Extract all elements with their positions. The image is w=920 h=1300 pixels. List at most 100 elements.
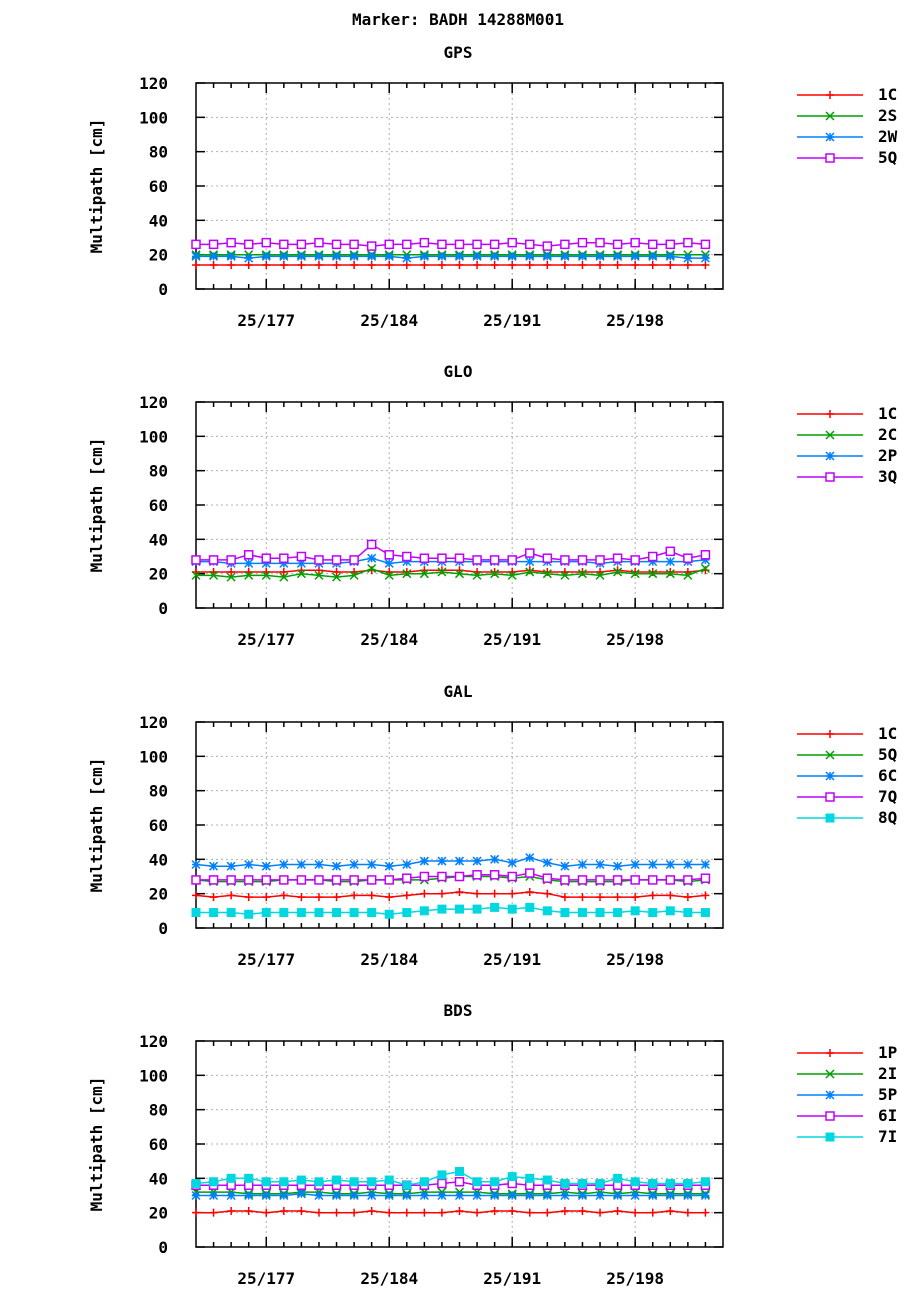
data-point (507, 904, 517, 914)
legend-label: 2S (878, 106, 897, 125)
y-tick-label: 60 (149, 816, 168, 835)
y-tick-label: 100 (139, 427, 168, 446)
data-point (279, 859, 289, 870)
legend-entry: 7Q (797, 787, 897, 806)
data-point (244, 1206, 253, 1215)
data-point (648, 557, 658, 567)
plot-frame (195, 401, 724, 609)
data-point (700, 859, 710, 870)
data-point (226, 875, 236, 885)
legend-label: 7Q (878, 787, 897, 806)
legend-marker (825, 1132, 835, 1142)
data-point (560, 861, 570, 871)
y-tick-label: 40 (149, 211, 168, 230)
data-point (262, 1208, 271, 1217)
data-point (314, 893, 323, 902)
data-point (577, 1190, 587, 1201)
data-point (648, 1208, 657, 1217)
data-point (701, 891, 710, 900)
data-point (560, 893, 569, 902)
data-point (701, 1208, 710, 1217)
data-point (349, 1190, 359, 1201)
legend-entry: 8Q (797, 808, 897, 827)
plot-frame (195, 721, 724, 929)
data-point (472, 856, 482, 866)
data-point (560, 908, 570, 918)
data-point (577, 1178, 587, 1188)
x-tick-label: 25/184 (360, 311, 418, 330)
data-point (631, 1208, 640, 1217)
y-tick-label: 0 (158, 1238, 168, 1257)
legend-marker (825, 750, 835, 760)
data-point (384, 909, 394, 919)
legend-entry: 6C (797, 766, 897, 785)
y-tick-label: 60 (149, 1135, 168, 1154)
data-point (508, 260, 517, 269)
data-point (437, 566, 446, 575)
data-point (297, 260, 306, 269)
data-point (455, 904, 464, 914)
data-point (279, 891, 288, 900)
data-point (208, 875, 219, 885)
data-point (419, 1190, 429, 1201)
data-point (227, 891, 236, 900)
legend-marker (825, 430, 835, 440)
data-point (314, 1177, 324, 1187)
data-point (596, 260, 605, 269)
data-point (454, 871, 465, 882)
data-point (700, 873, 711, 883)
data-point (367, 859, 377, 870)
data-point (279, 1190, 289, 1201)
data-point (455, 260, 464, 269)
series-1c (192, 887, 710, 902)
legend-label: 2C (878, 425, 897, 444)
data-point (700, 1190, 710, 1201)
data-point (226, 1190, 236, 1201)
x-tick-label: 25/184 (360, 630, 418, 649)
data-point (402, 557, 412, 567)
data-point (261, 570, 271, 580)
data-point (543, 260, 552, 269)
data-point (226, 861, 236, 871)
data-point (209, 1208, 218, 1217)
data-point (192, 1208, 200, 1217)
data-point (314, 566, 323, 575)
data-point (577, 251, 587, 261)
data-point (542, 1175, 552, 1185)
data-point (665, 875, 676, 885)
data-point (349, 251, 359, 261)
data-point (350, 260, 359, 269)
data-point (349, 859, 359, 870)
data-point (227, 1206, 236, 1215)
data-point (630, 569, 640, 579)
data-point (472, 570, 482, 580)
data-point (630, 906, 640, 916)
legend-label: 8Q (878, 808, 897, 827)
data-point (525, 251, 535, 261)
data-point (208, 239, 219, 250)
data-point (261, 237, 272, 248)
data-point (454, 1177, 465, 1187)
data-point (244, 570, 254, 580)
data-point (209, 893, 218, 902)
data-point (314, 875, 324, 885)
data-point (595, 555, 605, 565)
data-point (332, 1190, 342, 1201)
y-tick-label: 20 (149, 565, 168, 584)
data-point (384, 570, 394, 580)
legend-entry: 7I (797, 1127, 897, 1146)
data-point (437, 239, 447, 250)
series-8q (191, 902, 710, 919)
y-tick-label: 20 (149, 1204, 168, 1223)
data-point (525, 567, 535, 577)
data-point (209, 908, 219, 918)
data-point (209, 1190, 219, 1201)
data-point (191, 1190, 201, 1201)
data-point (472, 1190, 482, 1201)
data-point (332, 893, 341, 902)
data-point (542, 1190, 552, 1201)
legend-marker (825, 1069, 835, 1079)
legend-marker (825, 132, 835, 142)
data-point (191, 239, 201, 250)
data-point (595, 251, 605, 261)
